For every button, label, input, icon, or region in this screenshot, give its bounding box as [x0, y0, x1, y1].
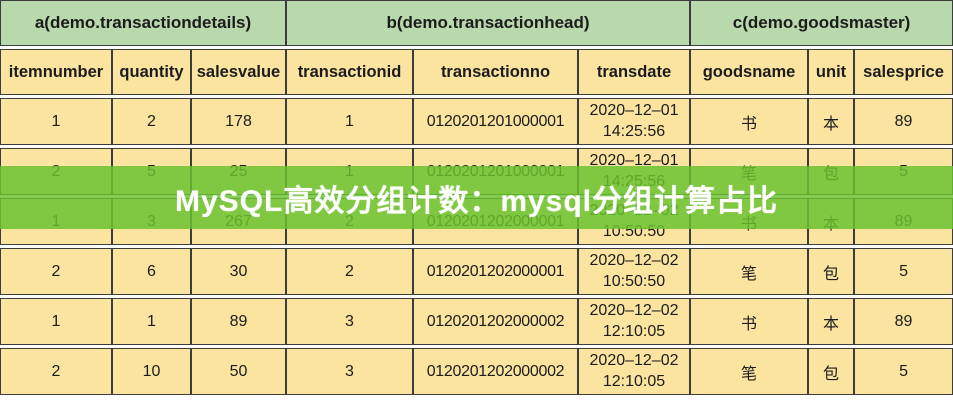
- table-row: 2 10 50 3 0120201202000002 2020–12–02 12…: [0, 348, 953, 395]
- cell-unit: 包: [808, 348, 855, 395]
- cell-transactionid: 3: [286, 298, 413, 345]
- cell-quantity: 10: [112, 348, 191, 395]
- cell-quantity: 2: [112, 98, 191, 145]
- cell-goodsname: 笔: [690, 348, 809, 395]
- cell-transactionid: 1: [286, 98, 413, 145]
- col-header-quantity: quantity: [112, 49, 191, 95]
- col-header-salesvalue: salesvalue: [191, 49, 286, 95]
- cell-transdate: 2020–12–02 12:10:05: [578, 298, 691, 345]
- cell-transactionid: 2: [286, 248, 413, 295]
- col-header-transdate: transdate: [578, 49, 691, 95]
- cell-salesvalue: 50: [191, 348, 286, 395]
- cell-itemnumber: 2: [0, 348, 112, 395]
- cell-quantity: 1: [112, 298, 191, 345]
- table-group-a-label: a(demo.transactiondetails): [0, 0, 286, 46]
- cell-transactionno: 0120201202000001: [413, 248, 578, 295]
- cell-transactionno: 0120201201000001: [413, 98, 578, 145]
- cell-goodsname: 书: [690, 98, 809, 145]
- table-group-header-row: a(demo.transactiondetails) b(demo.transa…: [0, 0, 953, 46]
- table-group-c-label: c(demo.goodsmaster): [690, 0, 953, 46]
- cell-unit: 包: [808, 248, 855, 295]
- cell-itemnumber: 1: [0, 298, 112, 345]
- cell-salesprice: 5: [854, 248, 953, 295]
- banner-title: MySQL高效分组计数：mysql分组计算占比: [174, 184, 779, 218]
- col-header-unit: unit: [808, 49, 855, 95]
- table-row: 2 6 30 2 0120201202000001 2020–12–02 10:…: [0, 248, 953, 295]
- col-header-itemnumber: itemnumber: [0, 49, 112, 95]
- cell-unit: 本: [808, 298, 855, 345]
- cell-salesvalue: 30: [191, 248, 286, 295]
- cell-transdate: 2020–12–02 12:10:05: [578, 348, 691, 395]
- table-row: 1 1 89 3 0120201202000002 2020–12–02 12:…: [0, 298, 953, 345]
- col-header-goodsname: goodsname: [690, 49, 809, 95]
- cell-salesvalue: 89: [191, 298, 286, 345]
- column-header-row: itemnumber quantity salesvalue transacti…: [0, 49, 953, 95]
- cell-salesvalue: 178: [191, 98, 286, 145]
- col-header-transactionno: transactionno: [413, 49, 578, 95]
- col-header-salesprice: salesprice: [854, 49, 953, 95]
- cell-itemnumber: 2: [0, 248, 112, 295]
- cell-transdate: 2020–12–01 14:25:56: [578, 98, 691, 145]
- cell-transactionno: 0120201202000002: [413, 348, 578, 395]
- cell-goodsname: 笔: [690, 248, 809, 295]
- cell-salesprice: 5: [854, 348, 953, 395]
- cell-itemnumber: 1: [0, 98, 112, 145]
- cell-salesprice: 89: [854, 98, 953, 145]
- col-header-transactionid: transactionid: [286, 49, 413, 95]
- cell-transdate: 2020–12–02 10:50:50: [578, 248, 691, 295]
- cell-transactionid: 3: [286, 348, 413, 395]
- cell-unit: 本: [808, 98, 855, 145]
- table-row: 1 2 178 1 0120201201000001 2020–12–01 14…: [0, 98, 953, 145]
- cell-quantity: 6: [112, 248, 191, 295]
- table-group-b-label: b(demo.transactionhead): [286, 0, 691, 46]
- title-banner-overlay: MySQL高效分组计数：mysql分组计算占比: [0, 166, 953, 229]
- cell-goodsname: 书: [690, 298, 809, 345]
- cell-transactionno: 0120201202000002: [413, 298, 578, 345]
- cell-salesprice: 89: [854, 298, 953, 345]
